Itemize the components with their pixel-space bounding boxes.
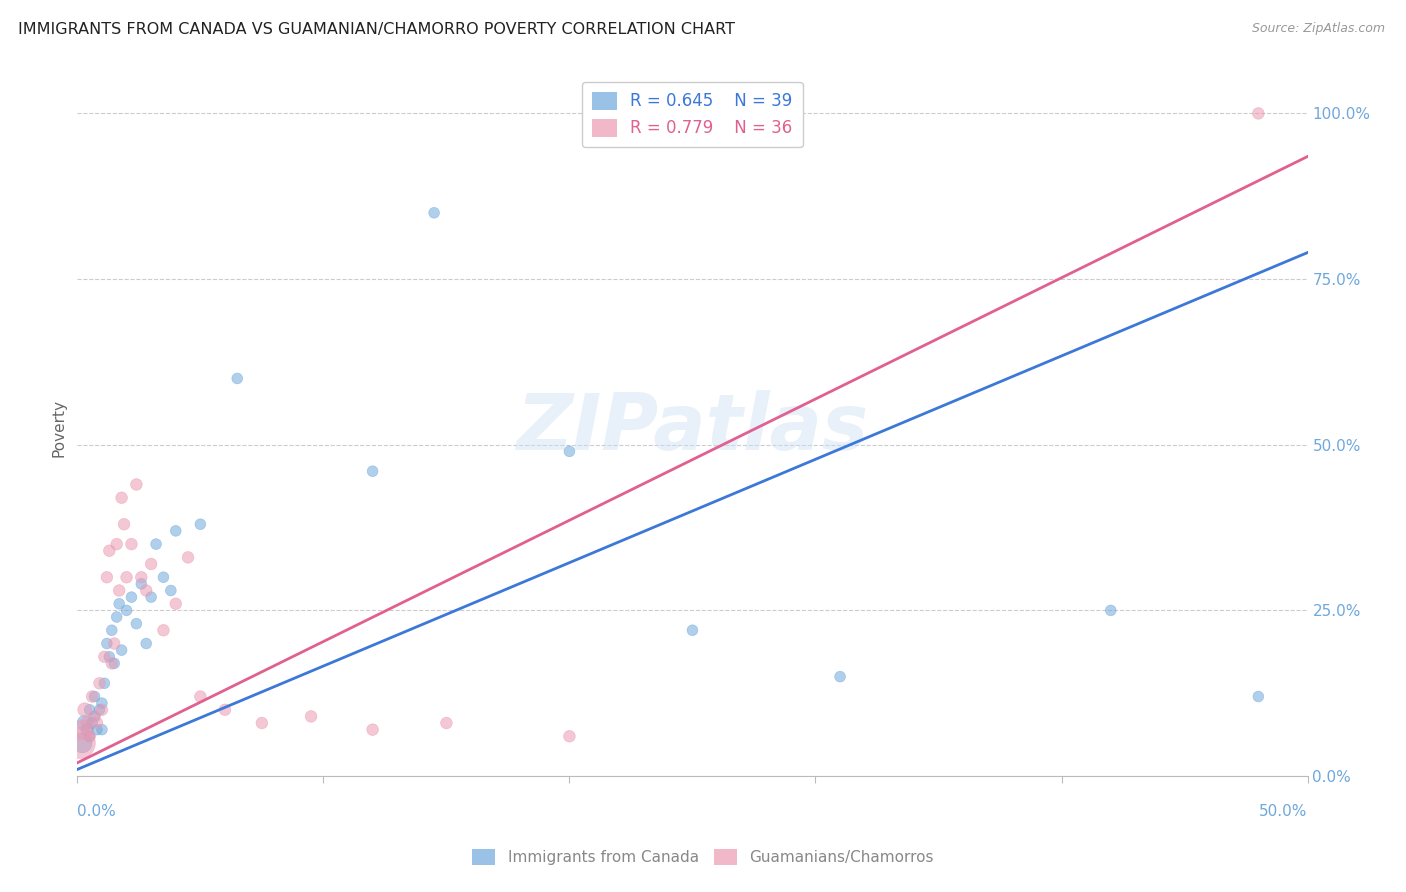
Point xyxy=(152,570,174,584)
Point xyxy=(111,491,132,505)
Point xyxy=(152,624,174,638)
Point xyxy=(86,716,108,731)
Point xyxy=(165,597,187,611)
Point xyxy=(1247,106,1270,120)
Legend: R = 0.645    N = 39, R = 0.779    N = 36: R = 0.645 N = 39, R = 0.779 N = 36 xyxy=(582,82,803,147)
Point xyxy=(299,709,322,723)
Point xyxy=(423,206,446,220)
Point xyxy=(96,636,118,650)
Point xyxy=(90,723,114,737)
Text: 50.0%: 50.0% xyxy=(1260,805,1308,819)
Point xyxy=(125,616,148,631)
Text: ZIPatlas: ZIPatlas xyxy=(516,390,869,467)
Point xyxy=(361,723,384,737)
Point xyxy=(115,570,138,584)
Point xyxy=(70,736,93,750)
Legend: Immigrants from Canada, Guamanians/Chamorros: Immigrants from Canada, Guamanians/Chamo… xyxy=(467,843,939,871)
Point xyxy=(70,723,93,737)
Point xyxy=(165,524,187,538)
Point xyxy=(1099,603,1122,617)
Point xyxy=(90,696,114,710)
Point xyxy=(79,729,101,743)
Point xyxy=(79,703,101,717)
Point xyxy=(145,537,167,551)
Point xyxy=(86,723,108,737)
Point xyxy=(83,709,105,723)
Point xyxy=(82,690,104,704)
Point xyxy=(190,517,212,532)
Point xyxy=(141,557,163,571)
Point xyxy=(125,477,148,491)
Point xyxy=(108,597,131,611)
Point xyxy=(105,610,128,624)
Point xyxy=(250,716,273,731)
Y-axis label: Poverty: Poverty xyxy=(51,399,66,458)
Point xyxy=(111,643,132,657)
Point xyxy=(96,570,118,584)
Point xyxy=(214,703,236,717)
Point xyxy=(98,543,121,558)
Point xyxy=(135,636,157,650)
Point xyxy=(103,636,125,650)
Point xyxy=(108,583,131,598)
Point xyxy=(190,690,212,704)
Point xyxy=(226,371,249,385)
Point xyxy=(160,583,183,598)
Point xyxy=(177,550,200,565)
Point xyxy=(105,537,128,551)
Point xyxy=(89,676,111,690)
Point xyxy=(112,517,135,532)
Text: Source: ZipAtlas.com: Source: ZipAtlas.com xyxy=(1251,22,1385,36)
Point xyxy=(141,590,163,604)
Point xyxy=(361,464,384,478)
Text: IMMIGRANTS FROM CANADA VS GUAMANIAN/CHAMORRO POVERTY CORRELATION CHART: IMMIGRANTS FROM CANADA VS GUAMANIAN/CHAM… xyxy=(18,22,735,37)
Point xyxy=(90,703,114,717)
Point xyxy=(93,649,115,664)
Point xyxy=(101,624,124,638)
Point xyxy=(93,676,115,690)
Point xyxy=(83,709,105,723)
Point xyxy=(682,624,704,638)
Point xyxy=(83,690,105,704)
Point xyxy=(98,649,121,664)
Point xyxy=(436,716,458,731)
Point xyxy=(103,657,125,671)
Point xyxy=(121,537,143,551)
Point xyxy=(558,729,581,743)
Point xyxy=(121,590,143,604)
Point xyxy=(558,444,581,458)
Point xyxy=(1247,690,1270,704)
Point xyxy=(69,736,91,750)
Point xyxy=(73,703,96,717)
Point xyxy=(101,657,124,671)
Point xyxy=(73,716,96,731)
Point xyxy=(131,570,153,584)
Point xyxy=(89,703,111,717)
Point xyxy=(830,670,852,684)
Point xyxy=(79,729,101,743)
Point xyxy=(115,603,138,617)
Point xyxy=(135,583,157,598)
Point xyxy=(76,723,98,737)
Point xyxy=(76,716,98,731)
Point xyxy=(131,577,153,591)
Point xyxy=(82,716,104,731)
Text: 0.0%: 0.0% xyxy=(77,805,117,819)
